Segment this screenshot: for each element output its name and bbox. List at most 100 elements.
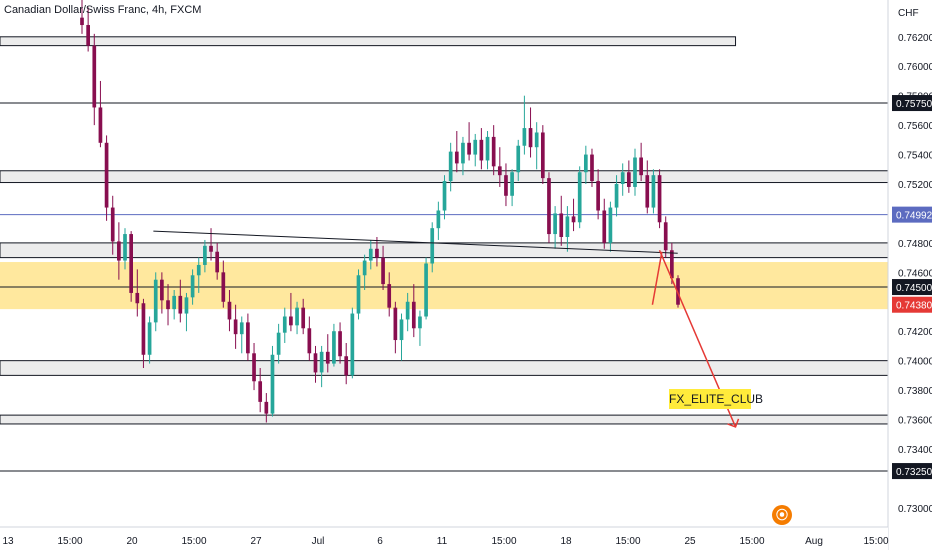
price-tick: 0.74800 [898, 239, 932, 250]
time-tick: 15:00 [739, 536, 764, 547]
time-tick: Jul [312, 536, 325, 547]
candle-body [362, 260, 367, 276]
candle-body [375, 248, 379, 258]
candle-body [239, 322, 244, 335]
candle-body [172, 295, 177, 310]
candle-body [418, 316, 422, 329]
candle-body [559, 213, 564, 238]
price-axis: 0.762000.760000.758000.756000.754000.752… [887, 0, 932, 550]
horizontal-levels [0, 102, 888, 472]
candle-body [633, 157, 637, 187]
candle-body [92, 45, 97, 108]
candle-body [98, 107, 103, 143]
price-tick: 0.76000 [898, 62, 932, 73]
signature-label: FX_ELITE_CLUB [669, 389, 763, 409]
price-tick: 0.75400 [898, 151, 932, 162]
sr-zone [0, 360, 889, 376]
candle-body [356, 275, 361, 314]
candle-body [344, 356, 349, 376]
candle-body [491, 136, 496, 167]
price-badge [892, 206, 932, 223]
sr-zone [0, 242, 889, 259]
time-tick: Aug [805, 536, 823, 547]
candle-body [553, 213, 557, 235]
candle-body [583, 154, 588, 173]
candle-body [80, 17, 84, 26]
candle-body [368, 248, 373, 261]
candle-body [467, 142, 471, 155]
candlesticks [80, 0, 680, 423]
price-badge-label: 0.74500 [896, 283, 932, 294]
highlight-zone [0, 262, 888, 310]
candle-body [325, 351, 330, 364]
candle-body [117, 241, 121, 261]
candle-body [528, 128, 533, 148]
price-badge [892, 463, 932, 480]
candle-body [485, 136, 490, 161]
candle-body [608, 207, 613, 243]
candle-body [614, 184, 619, 208]
candle-body [196, 264, 201, 276]
candle-body [258, 381, 263, 402]
price-badge-label: 0.75750 [896, 99, 932, 110]
price-badge [892, 296, 932, 313]
price-tick: 0.73800 [898, 386, 932, 397]
candle-body [565, 216, 570, 238]
candle-body [399, 319, 404, 341]
candle-body [516, 145, 521, 173]
price-axis-bg [888, 0, 932, 550]
time-tick: 13 [2, 536, 14, 547]
candle-body [540, 132, 545, 179]
candle-body [246, 322, 250, 354]
time-tick: 18 [560, 536, 572, 547]
time-tick: 25 [684, 536, 696, 547]
candle-body [313, 353, 318, 373]
candle-body [430, 228, 435, 264]
candle-body [663, 222, 668, 251]
tradingview-logo-icon[interactable]: ⦿ [772, 505, 792, 525]
candle-body [602, 210, 607, 243]
candle-body [282, 316, 287, 333]
price-badge-label: 0.74380 [896, 301, 932, 312]
time-axis-bg [0, 527, 888, 550]
candle-body [227, 301, 232, 320]
time-tick: 6 [377, 536, 383, 547]
candle-body [645, 175, 650, 208]
candle-body [264, 401, 269, 414]
candle-body [289, 316, 293, 326]
price-tick: 0.74600 [898, 268, 932, 279]
candle-body [522, 128, 527, 146]
time-tick: 15:00 [181, 536, 206, 547]
time-tick: 15:00 [863, 536, 888, 547]
candle-body [639, 157, 643, 176]
time-tick: 15:00 [615, 536, 640, 547]
candle-body [350, 313, 355, 376]
price-tick: 0.74000 [898, 357, 932, 368]
price-tick: 0.75200 [898, 180, 932, 191]
candle-body [252, 353, 256, 382]
candle-body [147, 322, 152, 355]
candle-body [135, 292, 140, 304]
candle-body [651, 175, 656, 208]
candle-body [448, 151, 453, 182]
candle-body [301, 307, 306, 329]
candle-body [86, 25, 90, 46]
candle-body [454, 151, 459, 164]
candle-body [203, 245, 207, 265]
candle-body [627, 172, 631, 187]
price-tick: 0.74200 [898, 327, 932, 338]
candle-body [215, 251, 220, 273]
candle-body [479, 139, 484, 161]
candle-body [221, 272, 226, 302]
candle-body [387, 284, 392, 308]
chart-title: Canadian Dollar/Swiss Franc, 4h, FXCM [4, 4, 202, 16]
candle-body [295, 307, 299, 326]
candle-body [534, 132, 539, 148]
time-tick: 15:00 [57, 536, 82, 547]
arrow-head [727, 418, 740, 428]
candle-body [577, 172, 582, 223]
candle-body [461, 142, 465, 164]
candle-body [178, 295, 183, 314]
sr-zone [0, 170, 889, 184]
candle-body [436, 210, 441, 229]
